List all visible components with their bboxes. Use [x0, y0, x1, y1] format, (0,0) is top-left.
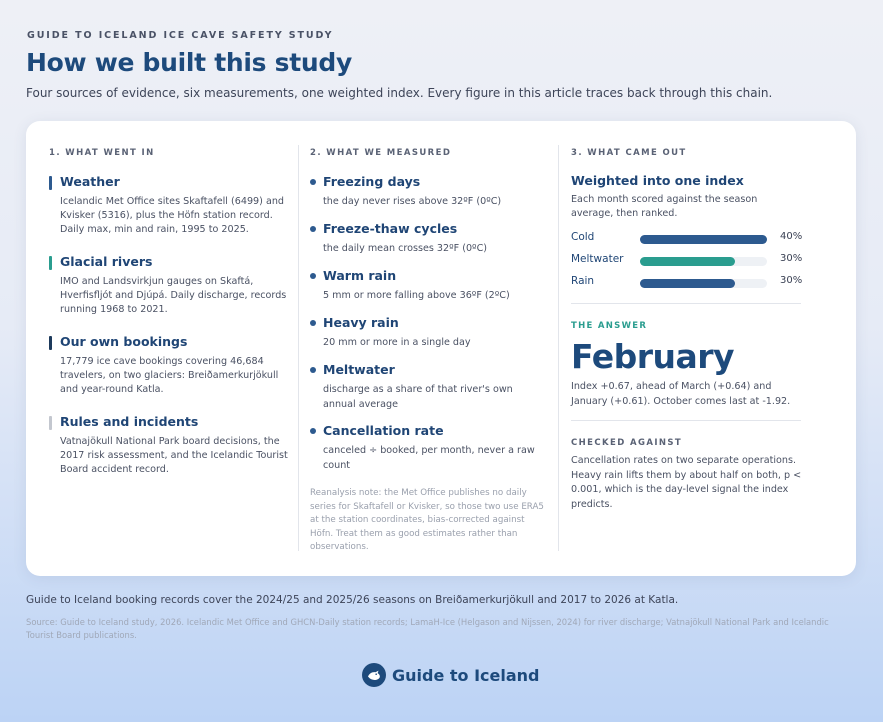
section-divider [571, 420, 801, 421]
study-card: 1. WHAT WENT IN Weather Icelandic Met Of… [26, 121, 856, 576]
weight-percent: 30% [780, 253, 803, 264]
measure-title: Heavy rain [323, 315, 399, 330]
measure-text: discharge as a share of that river's own… [323, 384, 513, 410]
brand-logo[interactable]: Guide to Iceland [362, 663, 540, 687]
source-color-bar [49, 416, 52, 430]
measure-freezing-days: Freezing days the day never rises above … [310, 174, 550, 209]
weight-label: Rain [571, 275, 595, 287]
measure-text: 20 mm or more in a single day [323, 337, 471, 348]
measure-heavy-rain: Heavy rain 20 mm or more in a single day [310, 315, 550, 350]
measure-text: canceled ÷ booked, per month, never a ra… [323, 445, 535, 471]
weight-track [640, 279, 767, 288]
bullet-dot [310, 367, 316, 373]
weight-row-cold: Cold 40% [571, 231, 811, 247]
measure-title: Meltwater [323, 362, 395, 377]
measure-title: Cancellation rate [323, 423, 444, 438]
source-text: Vatnajökull National Park board decision… [60, 436, 288, 475]
column-heading: 3. WHAT CAME OUT [571, 148, 687, 158]
measure-freeze-thaw: Freeze-thaw cycles the daily mean crosse… [310, 221, 550, 256]
measure-cancellation-rate: Cancellation rate canceled ÷ booked, per… [310, 423, 550, 473]
measure-warm-rain: Warm rain 5 mm or more falling above 36º… [310, 268, 550, 303]
source-text: 17,779 ice cave bookings covering 46,684… [60, 356, 279, 395]
weight-row-rain: Rain 30% [571, 275, 811, 291]
answer-text: Index +0.67, ahead of March (+0.64) and … [571, 381, 791, 407]
measure-title: Warm rain [323, 268, 397, 283]
answer-kicker: THE ANSWER [571, 321, 648, 331]
coverage-note: Guide to Iceland booking records cover t… [26, 594, 679, 606]
weight-bar [640, 257, 736, 266]
source-title: Rules and incidents [60, 414, 199, 429]
source-bookings: Our own bookings 17,779 ice cave booking… [49, 334, 289, 397]
bullet-dot [310, 226, 316, 232]
source-text: IMO and Landsvirkjun gauges on Skaftá, H… [60, 276, 287, 315]
source-glacial-rivers: Glacial rivers IMO and Landsvirkjun gaug… [49, 254, 289, 317]
section-divider [571, 303, 801, 304]
measure-text: the day never rises above 32ºF (0ºC) [323, 196, 502, 207]
column-what-we-measured: 2. WHAT WE MEASURED Freezing days the da… [310, 121, 550, 576]
column-what-went-in: 1. WHAT WENT IN Weather Icelandic Met Of… [49, 121, 289, 576]
source-title: Weather [60, 174, 120, 189]
weight-percent: 30% [780, 275, 803, 286]
answer-month: February [571, 337, 735, 376]
column-divider [558, 145, 559, 551]
column-heading: 1. WHAT WENT IN [49, 148, 155, 158]
source-weather: Weather Icelandic Met Office sites Skaft… [49, 174, 289, 237]
source-color-bar [49, 176, 52, 190]
column-what-came-out: 3. WHAT CAME OUT Weighted into one index… [571, 121, 811, 576]
checked-kicker: CHECKED AGAINST [571, 438, 683, 448]
weight-percent: 40% [780, 231, 803, 242]
bullet-dot [310, 179, 316, 185]
weight-label: Meltwater [571, 253, 624, 265]
measure-text: 5 mm or more falling above 36ºF (2ºC) [323, 290, 510, 301]
source-color-bar [49, 336, 52, 350]
bullet-dot [310, 428, 316, 434]
page-subtitle: Four sources of evidence, six measuremen… [26, 86, 773, 100]
measure-title: Freeze-thaw cycles [323, 221, 458, 236]
source-color-bar [49, 256, 52, 270]
page-title: How we built this study [26, 48, 352, 77]
checked-text: Cancellation rates on two separate opera… [571, 455, 802, 510]
brand-name: Guide to Iceland [392, 665, 540, 685]
reanalysis-note: Reanalysis note: the Met Office publishe… [310, 488, 544, 552]
measure-meltwater: Meltwater discharge as a share of that r… [310, 362, 550, 412]
weight-track [640, 235, 767, 244]
source-rules-incidents: Rules and incidents Vatnajökull National… [49, 414, 289, 477]
puffin-logo-icon [362, 663, 386, 687]
bullet-dot [310, 273, 316, 279]
bullet-dot [310, 320, 316, 326]
measure-title: Freezing days [323, 174, 421, 189]
weight-bar [640, 279, 736, 288]
kicker: GUIDE TO ICELAND ICE CAVE SAFETY STUDY [27, 30, 334, 41]
weight-bar [640, 235, 767, 244]
weight-row-meltwater: Meltwater 30% [571, 253, 811, 269]
index-title: Weighted into one index [571, 173, 744, 188]
column-heading: 2. WHAT WE MEASURED [310, 148, 452, 158]
weight-label: Cold [571, 231, 595, 243]
source-note: Source: Guide to Iceland study, 2026. Ic… [26, 617, 829, 640]
column-divider [298, 145, 299, 551]
source-text: Icelandic Met Office sites Skaftafell (6… [60, 196, 284, 235]
weight-track [640, 257, 767, 266]
index-description: Each month scored against the season ave… [571, 194, 758, 219]
source-title: Glacial rivers [60, 254, 153, 269]
source-title: Our own bookings [60, 334, 188, 349]
measure-text: the daily mean crosses 32ºF (0ºC) [323, 243, 488, 254]
